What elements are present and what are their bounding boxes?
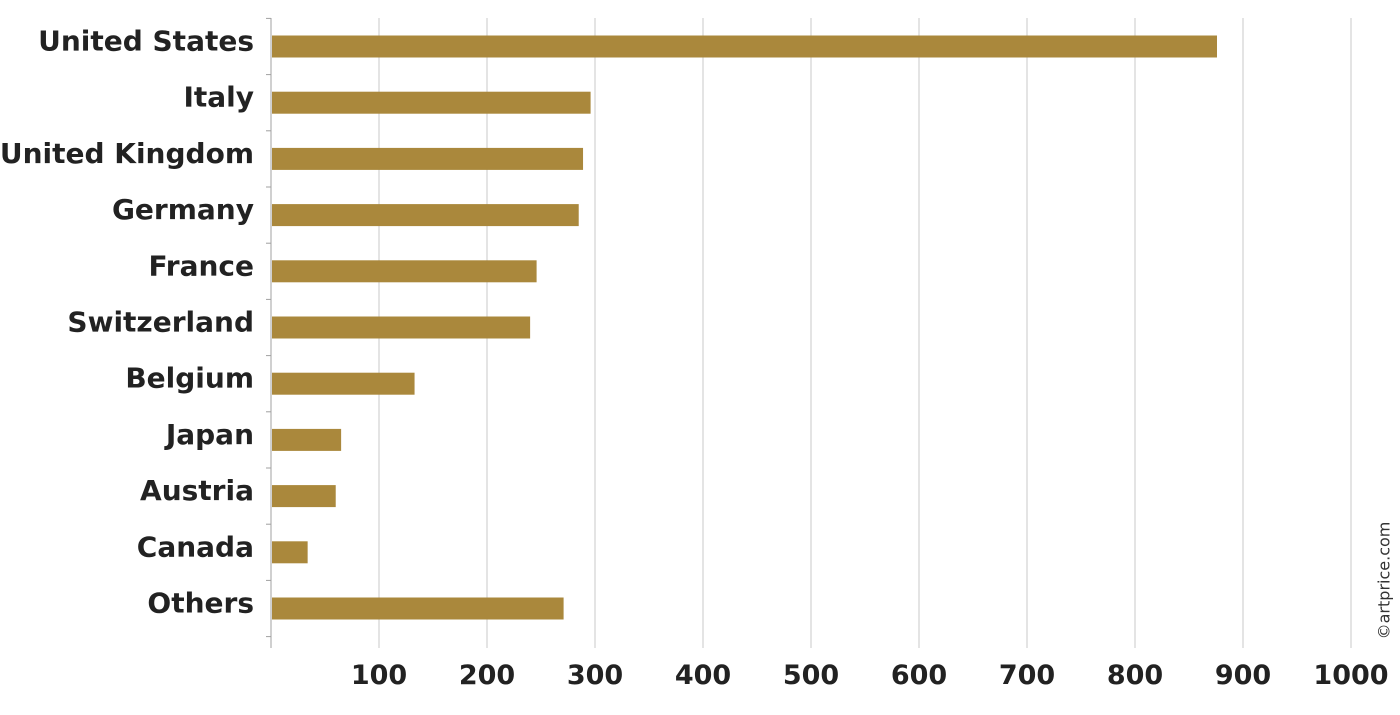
x-tick-label: 400	[675, 660, 731, 691]
bar	[272, 204, 579, 227]
bar	[272, 541, 308, 564]
x-tick-label: 800	[1107, 660, 1163, 691]
x-tick-label: 300	[567, 660, 623, 691]
bar	[272, 485, 336, 508]
category-label: Belgium	[125, 362, 254, 395]
bar	[272, 147, 584, 170]
category-label: United Kingdom	[0, 137, 254, 170]
bar	[272, 597, 564, 620]
category-label: Germany	[112, 193, 254, 226]
bar	[272, 91, 591, 114]
category-label: France	[148, 249, 254, 282]
category-label: Japan	[164, 418, 254, 451]
category-label: Italy	[183, 81, 254, 114]
x-tick-label: 500	[783, 660, 839, 691]
x-tick-label: 600	[891, 660, 947, 691]
bar	[272, 316, 531, 339]
x-tick-label: 200	[459, 660, 515, 691]
watermark-text: ©artprice.com	[1374, 521, 1394, 639]
x-tick-label: 1000	[1313, 660, 1388, 691]
bar	[272, 35, 1217, 58]
bar	[272, 260, 537, 283]
category-label: United States	[38, 25, 254, 58]
bar	[272, 372, 415, 395]
category-label: Switzerland	[67, 306, 254, 339]
x-tick-label: 900	[1215, 660, 1271, 691]
category-label: Others	[147, 587, 254, 620]
category-label: Austria	[140, 474, 254, 507]
bar	[272, 428, 342, 451]
x-tick-label: 100	[351, 660, 407, 691]
watermark: ©artprice.com	[1374, 515, 1394, 645]
x-tick-label: 700	[999, 660, 1055, 691]
category-label: Canada	[137, 530, 254, 563]
